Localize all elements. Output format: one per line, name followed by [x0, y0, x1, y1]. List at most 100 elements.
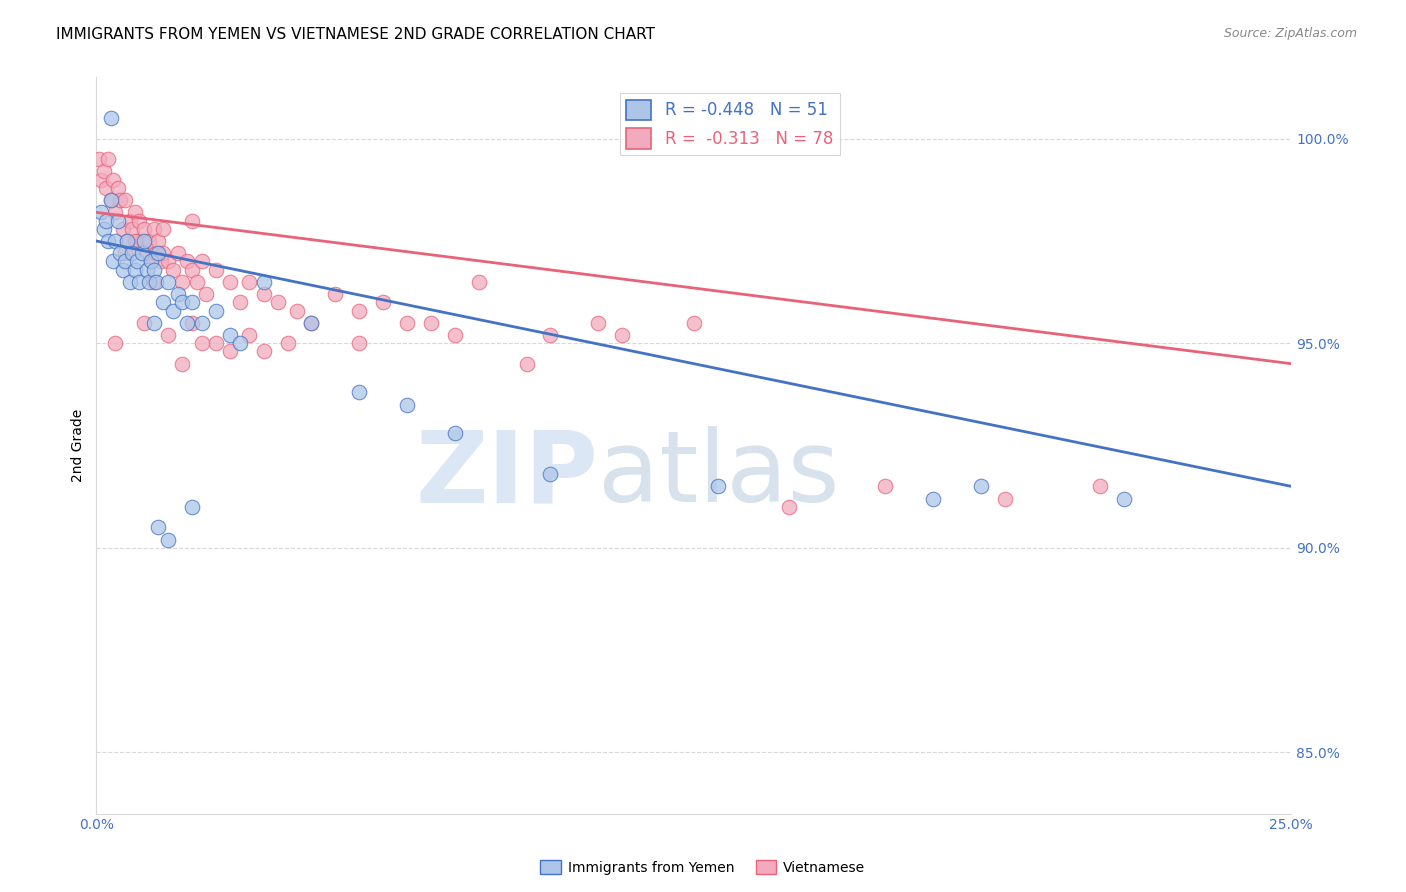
Point [229, 336, 252, 351]
Y-axis label: 2nd Grade: 2nd Grade [72, 409, 86, 482]
Point [778, 500, 800, 514]
Point [190, 254, 212, 268]
Point [538, 328, 561, 343]
Text: Source: ZipAtlas.com: Source: ZipAtlas.com [1223, 27, 1357, 40]
Point [131, 246, 153, 260]
Point [117, 234, 139, 248]
Point [148, 520, 170, 534]
Point [190, 316, 212, 330]
Point [100, 112, 122, 126]
Point [148, 246, 170, 260]
Text: ZIP: ZIP [415, 426, 598, 524]
Point [1088, 479, 1111, 493]
Point [172, 275, 194, 289]
Point [325, 287, 347, 301]
Point [253, 344, 276, 359]
Point [135, 246, 157, 260]
Point [114, 254, 136, 268]
Point [181, 316, 204, 330]
Point [124, 262, 146, 277]
Legend: R = -0.448   N = 51, R =  -0.313   N = 78: R = -0.448 N = 51, R = -0.313 N = 78 [620, 93, 839, 155]
Point [238, 275, 260, 289]
Point [219, 275, 242, 289]
Point [90, 172, 112, 186]
Point [1112, 491, 1135, 506]
Point [349, 336, 371, 351]
Point [148, 234, 170, 248]
Point [87, 153, 110, 167]
Point [107, 181, 129, 195]
Point [111, 221, 134, 235]
Point [114, 193, 136, 207]
Point [190, 336, 212, 351]
Point [205, 336, 228, 351]
Point [104, 234, 127, 248]
Point [205, 262, 228, 277]
Point [969, 479, 991, 493]
Point [468, 275, 491, 289]
Point [205, 303, 228, 318]
Point [124, 205, 146, 219]
Point [121, 221, 143, 235]
Point [135, 262, 157, 277]
Point [142, 275, 165, 289]
Point [142, 221, 165, 235]
Point [97, 153, 120, 167]
Point [142, 316, 165, 330]
Point [134, 234, 156, 248]
Point [373, 295, 395, 310]
Point [101, 254, 124, 268]
Point [993, 491, 1015, 506]
Point [238, 328, 260, 343]
Point [152, 246, 174, 260]
Point [93, 221, 115, 235]
Point [141, 254, 163, 268]
Point [128, 213, 150, 227]
Point [349, 385, 371, 400]
Point [444, 426, 467, 441]
Point [162, 303, 184, 318]
Point [149, 254, 172, 268]
Point [444, 328, 467, 343]
Point [301, 316, 323, 330]
Point [118, 213, 141, 227]
Point [157, 328, 180, 343]
Point [110, 193, 132, 207]
Point [94, 181, 117, 195]
Point [114, 246, 136, 260]
Point [229, 295, 252, 310]
Point [195, 287, 218, 301]
Point [515, 357, 537, 371]
Point [117, 234, 139, 248]
Point [138, 275, 160, 289]
Point [131, 234, 153, 248]
Point [181, 213, 204, 227]
Point [121, 246, 143, 260]
Point [176, 316, 198, 330]
Point [110, 246, 132, 260]
Point [93, 164, 115, 178]
Point [285, 303, 308, 318]
Point [118, 275, 141, 289]
Point [538, 467, 561, 482]
Point [349, 303, 371, 318]
Point [124, 234, 146, 248]
Point [101, 172, 124, 186]
Point [396, 398, 419, 412]
Point [162, 262, 184, 277]
Point [921, 491, 943, 506]
Point [97, 234, 120, 248]
Point [420, 316, 443, 330]
Point [610, 328, 633, 343]
Point [873, 479, 896, 493]
Point [145, 246, 167, 260]
Point [104, 205, 127, 219]
Point [586, 316, 609, 330]
Text: atlas: atlas [598, 426, 839, 524]
Point [181, 500, 204, 514]
Point [125, 254, 148, 268]
Point [152, 221, 174, 235]
Point [134, 316, 156, 330]
Point [157, 275, 180, 289]
Text: IMMIGRANTS FROM YEMEN VS VIETNAMESE 2ND GRADE CORRELATION CHART: IMMIGRANTS FROM YEMEN VS VIETNAMESE 2ND … [56, 27, 655, 42]
